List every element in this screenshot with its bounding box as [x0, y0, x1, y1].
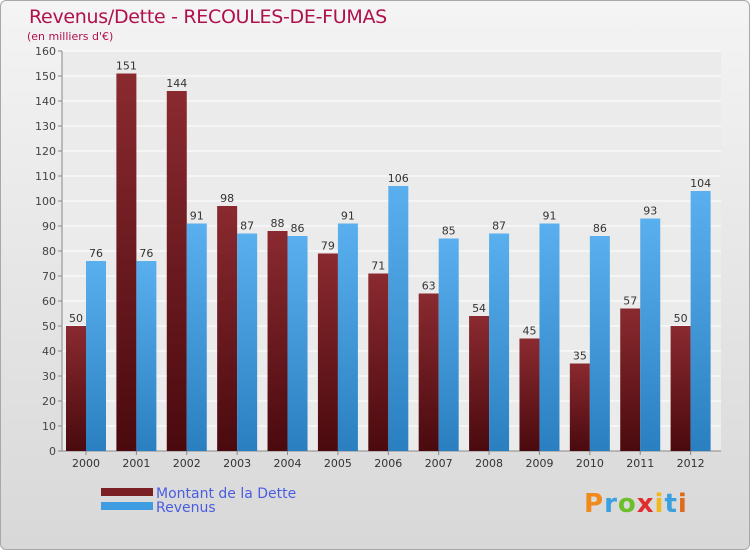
- bar-debt: [368, 273, 389, 451]
- data-label-debt: 45: [522, 325, 536, 338]
- data-label-debt: 144: [166, 77, 187, 90]
- data-label-debt: 98: [220, 192, 234, 205]
- bar-revenue: [186, 223, 207, 451]
- data-label-debt: 71: [371, 260, 385, 273]
- logo-letter: i: [677, 489, 688, 519]
- data-label-revenue: 106: [388, 172, 409, 185]
- data-label-revenue: 76: [139, 247, 153, 260]
- legend-label-revenue: Revenus: [156, 500, 216, 516]
- y-tick-label: 30: [42, 370, 56, 383]
- bar-revenue: [690, 191, 711, 451]
- bar-revenue: [388, 186, 409, 451]
- y-tick-label: 120: [35, 145, 56, 158]
- x-tick-label: 2005: [324, 457, 352, 470]
- bar-debt: [569, 363, 590, 451]
- data-label-revenue: 93: [643, 205, 657, 218]
- data-label-debt: 35: [573, 350, 587, 363]
- bar-debt: [217, 206, 238, 451]
- bar-debt: [519, 338, 540, 451]
- bar-debt: [469, 316, 490, 451]
- proxiti-logo: Proxiti: [584, 489, 688, 519]
- y-tick-label: 40: [42, 345, 56, 358]
- bar-debt: [620, 308, 641, 451]
- y-tick-label: 70: [42, 270, 56, 283]
- y-tick-label: 100: [35, 195, 56, 208]
- data-label-debt: 54: [472, 302, 486, 315]
- data-label-revenue: 91: [341, 210, 355, 223]
- bar-revenue: [86, 261, 106, 451]
- data-label-revenue: 91: [542, 210, 556, 223]
- logo-letter: r: [604, 489, 618, 519]
- data-label-debt: 151: [116, 60, 137, 73]
- legend-label-debt: Montant de la Dette: [156, 486, 297, 502]
- logo-letter: i: [654, 489, 665, 519]
- bar-revenue: [589, 236, 610, 451]
- bar-revenue: [640, 218, 661, 451]
- chart-subtitle: (en milliers d'€): [27, 30, 114, 43]
- data-label-debt: 79: [321, 240, 335, 253]
- x-tick-label: 2007: [425, 457, 453, 470]
- x-tick-label: 2012: [677, 457, 705, 470]
- data-label-revenue: 86: [593, 222, 607, 235]
- data-label-debt: 63: [422, 280, 436, 293]
- bar-revenue: [489, 233, 510, 451]
- data-label-debt: 57: [623, 295, 637, 308]
- x-tick-label: 2010: [576, 457, 604, 470]
- y-tick-label: 140: [35, 95, 56, 108]
- bar-debt: [267, 231, 288, 451]
- data-label-revenue: 86: [291, 222, 305, 235]
- data-label-revenue: 91: [190, 210, 204, 223]
- y-tick-label: 20: [42, 395, 56, 408]
- y-tick-label: 60: [42, 295, 56, 308]
- data-label-revenue: 87: [240, 220, 254, 233]
- y-tick-label: 80: [42, 245, 56, 258]
- bar-debt: [166, 91, 187, 451]
- bar-revenue: [287, 236, 308, 451]
- y-tick-label: 90: [42, 220, 56, 233]
- data-label-revenue: 87: [492, 220, 506, 233]
- data-label-revenue: 85: [442, 225, 456, 238]
- y-tick-label: 130: [35, 120, 56, 133]
- data-label-debt: 50: [69, 312, 83, 325]
- data-label-debt: 88: [271, 217, 285, 230]
- x-tick-label: 2003: [223, 457, 251, 470]
- x-tick-label: 2006: [374, 457, 402, 470]
- bar-revenue: [539, 223, 560, 451]
- bar-debt: [418, 293, 439, 451]
- y-tick-label: 110: [35, 170, 56, 183]
- logo-letter: o: [617, 489, 637, 519]
- y-tick-label: 50: [42, 320, 56, 333]
- bar-revenue: [237, 233, 258, 451]
- y-tick-label: 0: [49, 445, 56, 458]
- chart-title: Revenus/Dette - RECOULES-DE-FUMAS: [29, 6, 387, 28]
- legend-swatch-revenue: [101, 502, 153, 510]
- x-tick-label: 2011: [626, 457, 654, 470]
- bar-debt: [670, 326, 691, 451]
- bar-revenue: [438, 238, 459, 451]
- logo-letter: x: [636, 489, 655, 519]
- x-tick-label: 2008: [475, 457, 503, 470]
- y-tick-label: 160: [35, 45, 56, 58]
- data-label-revenue: 76: [89, 247, 103, 260]
- logo-letter: t: [664, 489, 678, 519]
- y-tick-label: 10: [42, 420, 56, 433]
- legend-swatch-debt: [101, 488, 153, 496]
- bar-debt: [66, 326, 86, 451]
- x-tick-label: 2009: [525, 457, 553, 470]
- logo-letter: P: [584, 489, 605, 519]
- x-tick-label: 2002: [173, 457, 201, 470]
- data-label-revenue: 104: [690, 177, 711, 190]
- y-tick-label: 150: [35, 70, 56, 83]
- bar-revenue: [136, 261, 157, 451]
- data-label-debt: 50: [674, 312, 688, 325]
- bar-debt: [317, 253, 338, 451]
- bar-revenue: [337, 223, 358, 451]
- bar-debt: [116, 73, 137, 451]
- x-tick-label: 2004: [274, 457, 302, 470]
- x-tick-label: 2000: [72, 457, 100, 470]
- x-tick-label: 2001: [122, 457, 150, 470]
